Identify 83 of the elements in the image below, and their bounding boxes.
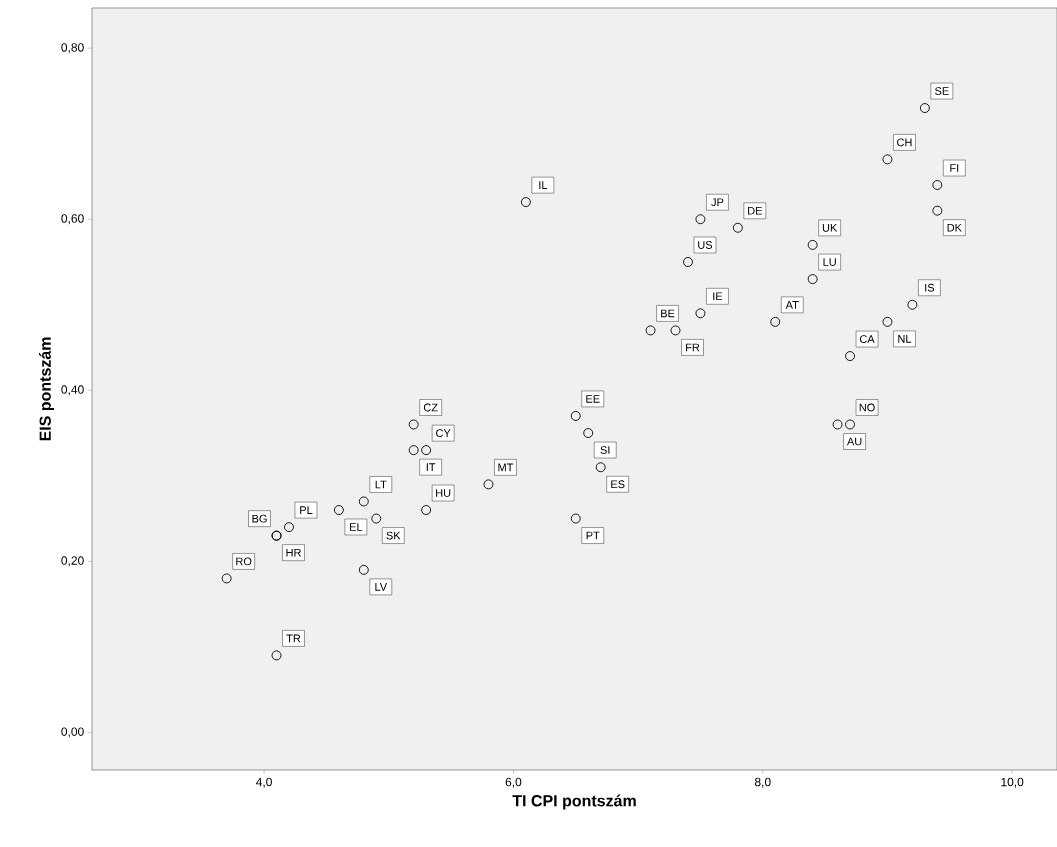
annotation: HU: [436, 489, 451, 497]
annotation: NO: [859, 403, 875, 412]
point: [683, 257, 693, 267]
annotation: TR: [286, 634, 301, 643]
annotation: AU: [846, 437, 862, 446]
point: [695, 308, 706, 319]
point: [333, 505, 344, 515]
annotation: IS: [925, 283, 935, 292]
annotation: JP: [711, 198, 724, 207]
annotation: AT: [785, 301, 799, 309]
point: [570, 410, 581, 421]
y-axis-title: EIS pontszám: [38, 337, 55, 441]
point: [358, 496, 369, 507]
y-tick-label: 0,60: [61, 214, 84, 225]
annotation: BE: [661, 309, 675, 318]
point: [520, 197, 531, 208]
point: [421, 505, 432, 515]
point: [284, 522, 294, 533]
annotation: CZ: [423, 403, 438, 412]
annotation: SE: [935, 87, 949, 95]
point: [845, 351, 855, 362]
annotation: UK: [822, 224, 838, 232]
annotation: SK: [386, 531, 401, 540]
y-tick-label: 0,80: [61, 43, 84, 54]
annotation: CY: [436, 429, 451, 438]
point: [907, 299, 918, 310]
point: [732, 222, 743, 233]
point: [408, 445, 419, 456]
annotation: MT: [498, 463, 514, 472]
point: [595, 462, 606, 473]
annotation: FR: [686, 343, 700, 352]
point: [807, 274, 818, 285]
point: [583, 428, 594, 438]
annotation: EE: [586, 395, 600, 403]
point: [645, 325, 656, 336]
annotation: HR: [286, 548, 301, 557]
annotation: PT: [586, 531, 600, 540]
point: [832, 419, 843, 430]
point: [807, 239, 818, 250]
annotation: NL: [898, 335, 912, 343]
annotation: BG: [252, 514, 267, 523]
point: [483, 479, 494, 490]
point: [408, 419, 419, 430]
annotation: US: [698, 241, 713, 249]
point: [221, 573, 232, 584]
point: [882, 316, 893, 327]
y-tick-label: 0,40: [61, 385, 84, 396]
annotation: DK: [947, 223, 962, 232]
annotation: CA: [859, 335, 875, 343]
x-tick-label: 6,0: [505, 777, 522, 788]
point: [919, 103, 930, 113]
annotation: FI: [950, 164, 959, 172]
x-tick-label: 10,0: [1001, 777, 1024, 788]
annotation: DE: [748, 207, 762, 215]
annotation: IL: [539, 181, 548, 189]
annotation: EL: [350, 523, 363, 531]
annotation: ES: [611, 480, 625, 489]
x-axis-title: TI CPI pontszám: [512, 794, 636, 810]
point: [271, 650, 282, 661]
point: [845, 419, 855, 430]
point: [932, 180, 943, 190]
point: [932, 205, 943, 216]
point: [358, 564, 369, 575]
point: [421, 445, 432, 456]
annotation: IE: [713, 292, 723, 301]
annotation: IT: [426, 463, 436, 471]
point: [670, 325, 681, 336]
x-tick-label: 8,0: [754, 777, 771, 788]
annotation: LV: [375, 583, 388, 591]
y-tick-label: 0,20: [61, 556, 84, 567]
point: [695, 214, 706, 225]
point: [770, 316, 781, 327]
x-tick-label: 4,0: [256, 777, 272, 788]
annotation: SI: [600, 446, 610, 454]
point: [882, 154, 893, 165]
annotation: LT: [375, 480, 387, 489]
annotation: PL: [300, 506, 313, 514]
point: [570, 513, 581, 524]
y-tick-label: 0,00: [61, 727, 84, 738]
annotation: RO: [236, 557, 252, 566]
point: [371, 513, 382, 524]
annotation: CH: [897, 138, 912, 147]
annotation: LU: [823, 258, 836, 266]
